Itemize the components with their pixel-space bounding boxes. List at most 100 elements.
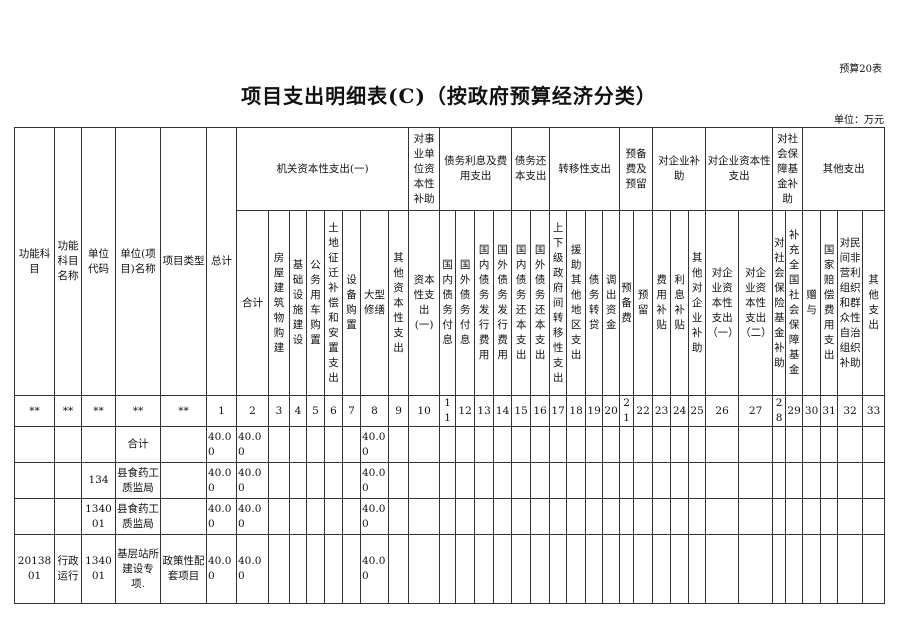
table-cell: 县食药工质监局 xyxy=(115,462,161,499)
table-cell xyxy=(837,462,864,499)
column-number: 16 xyxy=(530,395,551,427)
table-cell xyxy=(738,498,774,535)
column-header: 对民间非营利组织和群众性自治组织补助 xyxy=(837,210,864,396)
column-header: 对企业资本性支出（二） xyxy=(738,210,774,396)
table-cell xyxy=(511,462,532,499)
group-header: 对企业资本性支出 xyxy=(705,127,774,211)
form-number: 预算20表 xyxy=(839,64,882,75)
table-cell xyxy=(602,498,621,535)
table-cell xyxy=(324,426,343,463)
table-cell: 合计 xyxy=(115,426,161,463)
column-number: 27 xyxy=(738,395,774,427)
column-header: 国家赔偿费用支出 xyxy=(820,210,839,396)
table-cell xyxy=(54,426,82,463)
table-cell xyxy=(549,498,568,535)
table-cell xyxy=(652,426,672,463)
table-cell xyxy=(802,498,822,535)
column-header: 援助其他地区支出 xyxy=(566,210,587,396)
table-row: 134001 县食药工质监局 40.00 40.00 40.00 xyxy=(14,498,886,535)
table-cell xyxy=(602,462,621,499)
column-number: 24 xyxy=(670,395,690,427)
table-cell xyxy=(837,426,864,463)
table-cell xyxy=(289,462,307,499)
table-cell xyxy=(585,534,604,604)
table-cell xyxy=(688,498,707,535)
column-number: 12 xyxy=(455,395,476,427)
table-cell xyxy=(511,498,532,535)
page-title: 项目支出明细表(C)（按政府预算经济分类） xyxy=(241,84,657,108)
table-cell xyxy=(670,426,690,463)
table-row: 2013801 行政运行 134001 基层站所建设专项. 政策性配套项目 40.00 40… xyxy=(14,534,886,604)
table-cell xyxy=(160,426,207,463)
table-cell xyxy=(530,462,551,499)
table-cell xyxy=(585,462,604,499)
column-header: 合计 xyxy=(236,210,269,396)
table-cell xyxy=(81,426,116,463)
table-cell xyxy=(785,426,804,463)
column-number: 15 xyxy=(511,395,532,427)
table-cell xyxy=(602,534,621,604)
column-number: ** xyxy=(115,395,161,427)
table-cell xyxy=(652,498,672,535)
group-header: 其他支出 xyxy=(802,127,886,211)
group-header: 对事业单位资本性补助 xyxy=(408,127,441,211)
column-number: 17 xyxy=(549,395,568,427)
table-cell xyxy=(633,534,654,604)
table-cell: 40.00 xyxy=(236,498,269,535)
column-number: 8 xyxy=(360,395,389,427)
column-header: 资本性支出(一) xyxy=(408,210,441,396)
column-number: 31 xyxy=(820,395,839,427)
table-cell xyxy=(160,462,207,499)
column-number-row: ** ** ** ** ** 1 2 3 4 5 6 7 8 9 10 11 12 13 14 15 16 17 18 19 2… xyxy=(14,395,886,427)
column-header: 债务转贷 xyxy=(585,210,604,396)
table-cell xyxy=(474,534,495,604)
table-cell xyxy=(549,462,568,499)
table-cell xyxy=(387,534,410,604)
table-cell xyxy=(549,534,568,604)
column-number: 18 xyxy=(566,395,587,427)
column-header: 房屋建筑物购建 xyxy=(268,210,290,396)
column-number: 28 xyxy=(772,395,787,427)
table-cell xyxy=(342,498,361,535)
table-cell xyxy=(530,498,551,535)
table-cell: 40.00 xyxy=(360,498,389,535)
table-cell xyxy=(342,462,361,499)
table-cell xyxy=(530,534,551,604)
table-cell xyxy=(455,534,476,604)
table-cell xyxy=(738,534,774,604)
table-cell xyxy=(14,462,55,499)
table-cell: 40.00 xyxy=(206,534,237,604)
column-header: 国外债务发行费用 xyxy=(493,210,513,396)
table-cell: 2013801 xyxy=(14,534,55,604)
column-number: 2 xyxy=(236,395,269,427)
table-cell xyxy=(738,462,774,499)
column-number: 21 xyxy=(619,395,635,427)
table-cell xyxy=(772,426,787,463)
table-cell xyxy=(688,534,707,604)
column-header: 对企业资本性支出（一） xyxy=(705,210,740,396)
table-cell xyxy=(549,426,568,463)
table-cell xyxy=(306,534,325,604)
table-row: 合计 40.00 40.00 40.00 xyxy=(14,426,886,463)
column-number: 1 xyxy=(206,395,237,427)
column-number: ** xyxy=(81,395,116,427)
table-cell xyxy=(633,498,654,535)
column-header: 单位代码 xyxy=(81,127,116,396)
table-cell xyxy=(455,462,476,499)
table-cell xyxy=(408,498,441,535)
column-header: 公务用车购置 xyxy=(306,210,325,396)
column-number: 3 xyxy=(268,395,290,427)
column-number: 30 xyxy=(802,395,822,427)
table-cell xyxy=(633,426,654,463)
table-cell xyxy=(772,498,787,535)
table-cell xyxy=(324,498,343,535)
table-cell xyxy=(387,498,410,535)
group-header: 机关资本性支出(一) xyxy=(235,127,410,211)
column-header: 基础设施建设 xyxy=(289,210,307,396)
column-header: 功能科目名称 xyxy=(54,127,82,396)
column-header: 总计 xyxy=(206,127,237,396)
column-number: 14 xyxy=(493,395,513,427)
table-cell xyxy=(268,462,290,499)
header-sub-row: 合计 房屋建筑物购建 基础设施建设 公务用车购置 土地征迁补偿和安置支出 设备购置 大型修缮… xyxy=(15,210,886,396)
table-cell xyxy=(688,462,707,499)
